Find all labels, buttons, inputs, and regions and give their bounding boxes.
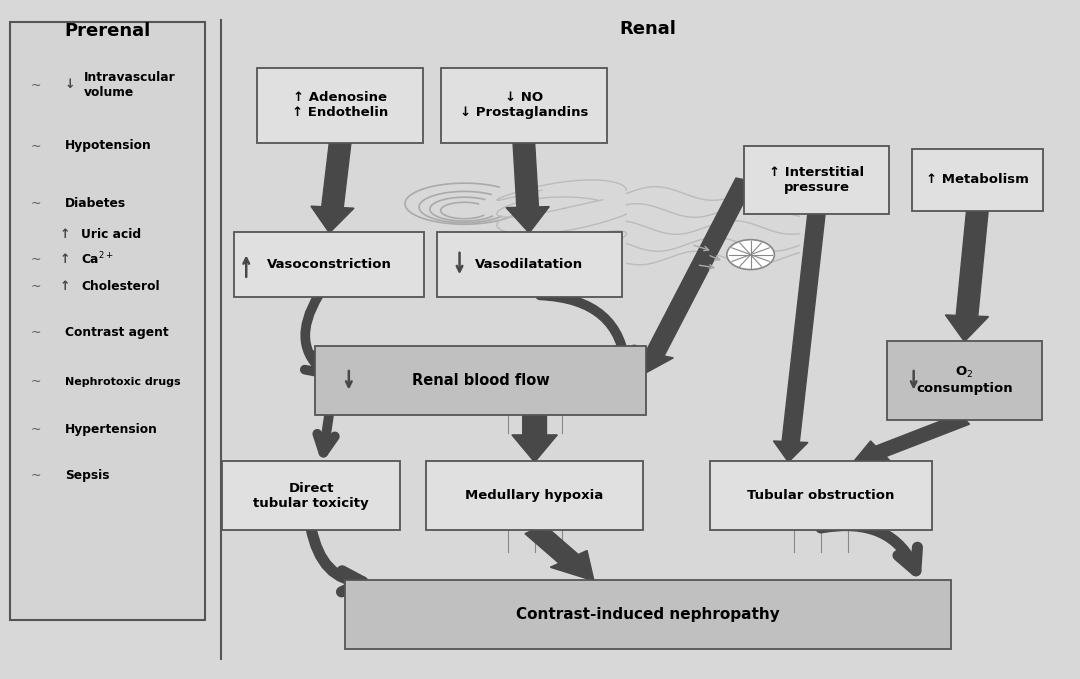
FancyArrow shape — [636, 178, 755, 373]
FancyBboxPatch shape — [222, 462, 400, 530]
Text: Cholesterol: Cholesterol — [81, 280, 160, 293]
FancyBboxPatch shape — [10, 22, 205, 620]
Text: ~: ~ — [30, 280, 41, 293]
Text: ~: ~ — [30, 422, 41, 436]
Text: ~: ~ — [30, 469, 41, 482]
FancyBboxPatch shape — [436, 232, 622, 297]
Text: ↑: ↑ — [59, 253, 70, 266]
FancyBboxPatch shape — [887, 341, 1042, 420]
FancyBboxPatch shape — [345, 580, 951, 649]
FancyBboxPatch shape — [234, 232, 424, 297]
Text: ~: ~ — [30, 78, 41, 92]
Text: ↑: ↑ — [59, 280, 70, 293]
Text: Nephrotoxic drugs: Nephrotoxic drugs — [65, 377, 180, 386]
Text: ↓: ↓ — [65, 78, 76, 92]
FancyArrow shape — [945, 210, 988, 342]
FancyArrow shape — [853, 414, 970, 462]
Text: Direct
tubular toxicity: Direct tubular toxicity — [253, 481, 369, 510]
Text: Ca$^{2+}$: Ca$^{2+}$ — [81, 251, 113, 268]
Text: ↑ Metabolism: ↑ Metabolism — [926, 173, 1029, 187]
FancyBboxPatch shape — [315, 346, 646, 414]
Text: Intravascular
volume: Intravascular volume — [84, 71, 176, 99]
Text: Renal blood flow: Renal blood flow — [411, 373, 550, 388]
FancyBboxPatch shape — [441, 68, 607, 143]
Text: Diabetes: Diabetes — [65, 197, 126, 210]
Text: Medullary hypoxia: Medullary hypoxia — [465, 489, 604, 502]
Text: Vasodilatation: Vasodilatation — [475, 258, 583, 272]
Text: ↑ Adenosine
↑ Endothelin: ↑ Adenosine ↑ Endothelin — [292, 91, 389, 120]
Text: ~: ~ — [30, 326, 41, 340]
Text: ~: ~ — [30, 253, 41, 266]
Text: Tubular obstruction: Tubular obstruction — [747, 489, 894, 502]
Text: Hypertension: Hypertension — [65, 422, 158, 436]
FancyBboxPatch shape — [257, 68, 423, 143]
Text: Hypotension: Hypotension — [65, 139, 151, 153]
Text: ↑ Interstitial
pressure: ↑ Interstitial pressure — [769, 166, 864, 194]
Text: Uric acid: Uric acid — [81, 227, 141, 241]
Text: Vasoconstriction: Vasoconstriction — [267, 258, 392, 272]
FancyArrow shape — [311, 142, 354, 233]
FancyArrow shape — [525, 525, 594, 581]
Circle shape — [727, 240, 774, 270]
Text: Renal: Renal — [620, 20, 676, 37]
Text: ↓ NO
↓ Prostaglandins: ↓ NO ↓ Prostaglandins — [460, 91, 588, 120]
FancyArrow shape — [512, 414, 557, 462]
FancyBboxPatch shape — [710, 462, 932, 530]
Text: Contrast agent: Contrast agent — [65, 326, 168, 340]
Text: ~: ~ — [30, 197, 41, 210]
Text: ~: ~ — [30, 139, 41, 153]
Text: Sepsis: Sepsis — [65, 469, 109, 482]
FancyArrow shape — [773, 213, 825, 462]
Text: ↑: ↑ — [59, 227, 70, 241]
Text: ~: ~ — [30, 375, 41, 388]
FancyBboxPatch shape — [426, 462, 643, 530]
FancyBboxPatch shape — [913, 149, 1043, 210]
FancyArrow shape — [507, 142, 550, 233]
Text: O$_2$
consumption: O$_2$ consumption — [916, 365, 1013, 395]
FancyBboxPatch shape — [744, 146, 889, 215]
Text: Contrast-induced nephropathy: Contrast-induced nephropathy — [516, 607, 780, 622]
Text: Prerenal: Prerenal — [65, 22, 151, 39]
